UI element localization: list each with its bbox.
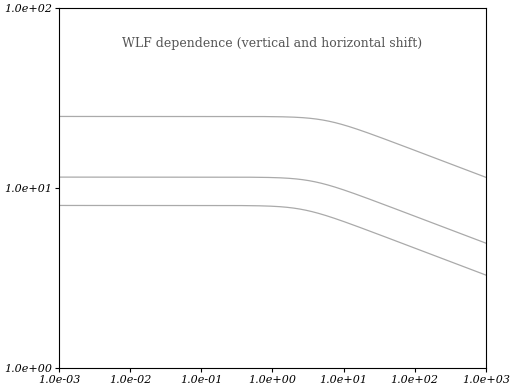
Text: WLF dependence (vertical and horizontal shift): WLF dependence (vertical and horizontal … xyxy=(122,37,423,50)
